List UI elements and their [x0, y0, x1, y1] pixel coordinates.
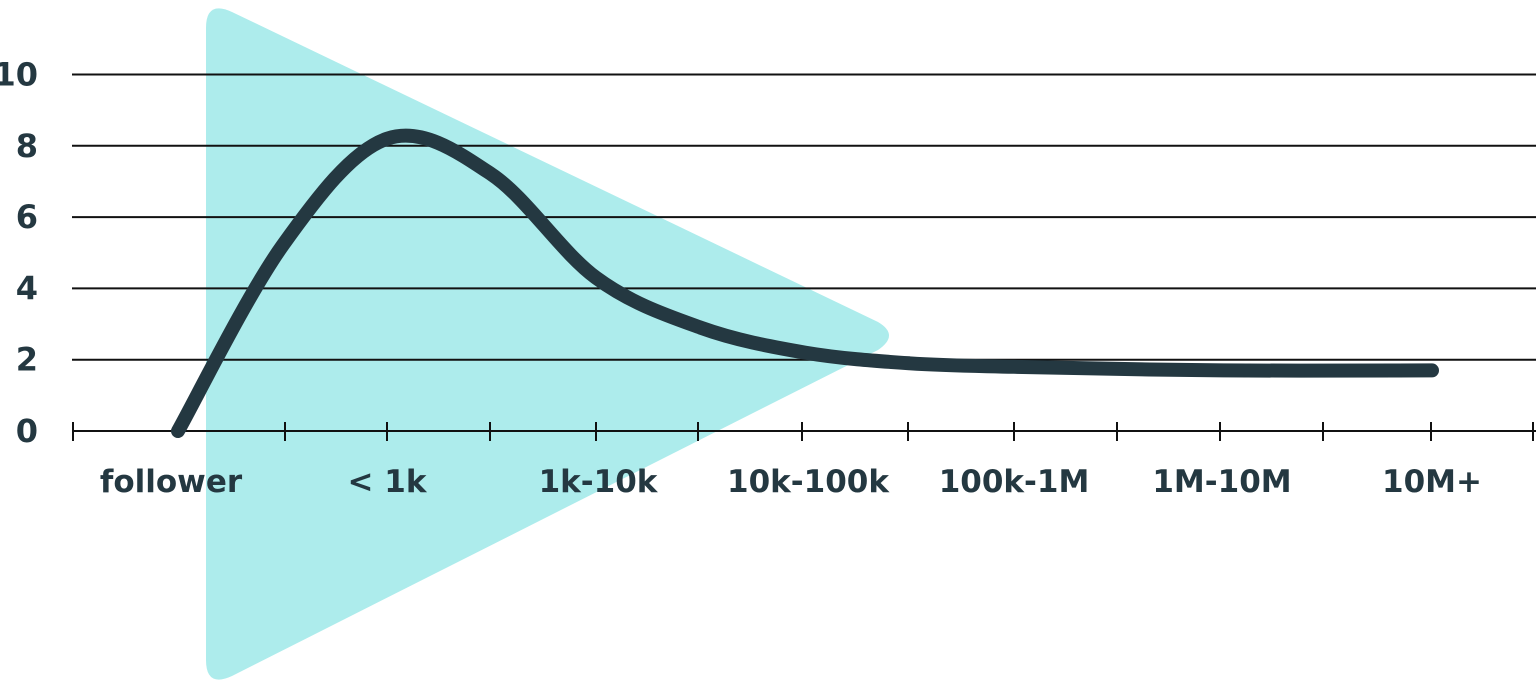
y-tick-labels: 0 2 4 6 8 10 — [0, 56, 38, 451]
y-tick-label: 0 — [16, 412, 38, 450]
series-line — [171, 128, 1439, 438]
y-tick-label: 8 — [16, 127, 38, 165]
highlight-triangle — [206, 8, 889, 680]
x-category-label: < 1k — [348, 464, 428, 500]
y-tick-label: 4 — [16, 269, 38, 307]
x-category-label: 1k-10k — [539, 464, 659, 500]
y-tick-label: 2 — [16, 341, 38, 379]
x-category-label: 10k-100k — [727, 464, 890, 500]
x-category-label: 1M-10M — [1152, 464, 1291, 500]
y-tick-label: 6 — [16, 198, 38, 236]
x-category-label: 100k-1M — [939, 464, 1090, 500]
grid-lines — [72, 73, 1536, 361]
y-tick-label: 10 — [0, 56, 38, 94]
x-category-label: follower — [100, 464, 243, 500]
x-category-labels: follower < 1k 1k-10k 10k-100k 100k-1M 1M-10M 1… — [100, 464, 1482, 500]
x-axis — [72, 422, 1536, 441]
x-category-label: 10M+ — [1382, 464, 1482, 500]
